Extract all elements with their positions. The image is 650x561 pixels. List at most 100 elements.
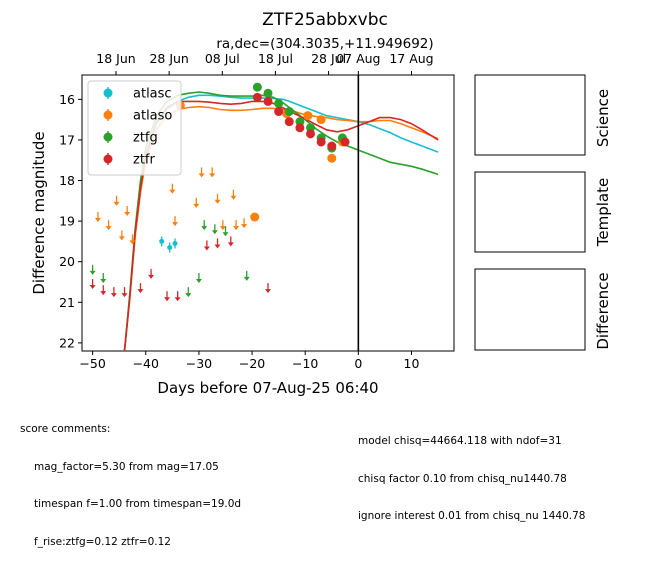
upper-limit-head (169, 189, 176, 194)
difference-panel (474, 268, 586, 351)
legend-box (87, 80, 182, 176)
x-axis-label: Days before 07-Aug-25 06:40 (157, 379, 378, 397)
upper-limit-ztfr (164, 291, 171, 302)
upper-limit-head (89, 285, 96, 290)
detection-point-ztfr (295, 123, 305, 133)
upper-limit-ztfr (121, 287, 128, 298)
error-point-marker (159, 238, 165, 244)
top-tick-label: 18 Jun (96, 51, 135, 66)
model-comment-line: ignore interest 0.01 from chisq_nu 1440.… (358, 510, 586, 522)
y-tick-label: 18 (59, 173, 75, 188)
upper-limit-head (89, 270, 96, 275)
error-point-atlasc (172, 238, 178, 249)
science-panel (474, 74, 586, 156)
detection-point-ztfg (274, 98, 284, 108)
upper-limit-head (214, 244, 221, 249)
upper-limit-atlaso (169, 183, 176, 194)
y-tick-label: 19 (59, 214, 75, 229)
light-curve-figure: ZTF25abbxvbc ra,dec=(304.3035,+11.949692… (30, 10, 612, 397)
upper-limit-head (174, 297, 181, 302)
error-point-marker (167, 245, 173, 250)
legend-entry-atlasc: atlasc (103, 87, 172, 102)
legend-entry-atlaso: atlaso (103, 109, 172, 124)
x-tick-label: −10 (292, 356, 318, 371)
detection-point-ztfr (252, 92, 262, 102)
top-tick-label: 17 Aug (389, 51, 433, 66)
upper-limit-head (265, 289, 271, 294)
legend-marker (103, 88, 113, 98)
upper-limit-head (118, 236, 125, 241)
upper-limit-head (148, 274, 155, 279)
upper-limit-ztfg (201, 220, 208, 231)
template-panel (474, 171, 586, 253)
x-tick-label: −40 (133, 356, 159, 371)
y-axis-label: Difference magnitude (30, 131, 48, 294)
detection-point-ztfg (252, 82, 262, 92)
upper-limit-head (222, 232, 229, 237)
upper-limit-ztfr (214, 238, 221, 249)
upper-limit-head (110, 293, 117, 298)
upper-limit-head (94, 218, 101, 223)
upper-limit-head (172, 222, 178, 227)
upper-limit-head (211, 230, 218, 235)
upper-limit-atlaso (113, 195, 120, 206)
score-comments: score comments: mag_factor=5.30 from mag… (20, 398, 241, 561)
detection-point-atlaso (250, 212, 260, 222)
upper-limit-ztfr (174, 291, 181, 302)
upper-limit-head (121, 293, 128, 298)
legend-entry-ztfg: ztfg (103, 131, 158, 146)
upper-limit-head (203, 246, 210, 251)
upper-limit-atlaso (172, 216, 178, 227)
upper-limit-head (227, 242, 234, 247)
error-point-marker (172, 240, 178, 246)
upper-limit-atlaso (241, 218, 248, 229)
model-comments: model chisq=44664.118 with ndof=31 chisq… (358, 410, 585, 535)
upper-limit-ztfr (137, 283, 144, 294)
detection-point-atlaso (316, 115, 326, 125)
upper-limit-atlaso (105, 220, 112, 231)
detection-point-ztfr (327, 141, 337, 151)
upper-limit-ztfg (211, 224, 218, 235)
upper-limit-atlaso (124, 205, 131, 216)
legend-entry-ztfr: ztfr (103, 153, 155, 168)
legend-label: ztfr (133, 153, 155, 168)
upper-limit-atlaso (193, 197, 200, 208)
side-panels: Science Template Difference (474, 74, 612, 351)
upper-limit-ztfg (100, 272, 107, 283)
upper-limit-ztfr (265, 283, 271, 294)
upper-limit-atlaso (230, 189, 237, 200)
legend-label: ztfg (133, 131, 158, 146)
top-tick-label: 28 Jun (149, 51, 188, 66)
legend: atlasc atlaso ztfg ztfr (87, 80, 182, 176)
detection-point-ztfg (284, 107, 294, 117)
upper-limit-atlaso (94, 212, 101, 223)
upper-limit-head (214, 199, 221, 204)
top-tick-label: 28 Jul (311, 51, 346, 66)
y-tick-label: 21 (59, 295, 75, 310)
detection-point-atlaso (327, 153, 337, 163)
upper-limit-atlaso (214, 193, 221, 204)
x-tick-label: −20 (239, 356, 265, 371)
error-point-atlasc (167, 242, 173, 253)
difference-label: Difference (594, 272, 612, 349)
upper-limit-head (100, 291, 107, 296)
upper-limit-ztfg (195, 272, 202, 283)
upper-limit-ztfr (100, 285, 107, 296)
x-tick-label: −50 (79, 356, 105, 371)
legend-marker (103, 154, 113, 164)
upper-limit-head (164, 297, 171, 302)
detection-point-ztfr (284, 117, 294, 127)
legend-marker (103, 110, 113, 120)
upper-limit-ztfr (89, 279, 96, 290)
legend-marker (103, 132, 113, 142)
upper-limit-ztfg (222, 226, 229, 237)
detection-point-ztfg (263, 88, 273, 98)
upper-limit-head (243, 276, 250, 281)
upper-limit-head (113, 201, 120, 206)
upper-limit-head (241, 224, 248, 229)
upper-limit-ztfg (185, 287, 192, 298)
top-tick-label: 18 Jul (258, 51, 293, 66)
score-comments-heading: score comments: (20, 423, 111, 435)
x-tick-label: 0 (354, 356, 362, 371)
upper-limit-head (233, 226, 240, 231)
